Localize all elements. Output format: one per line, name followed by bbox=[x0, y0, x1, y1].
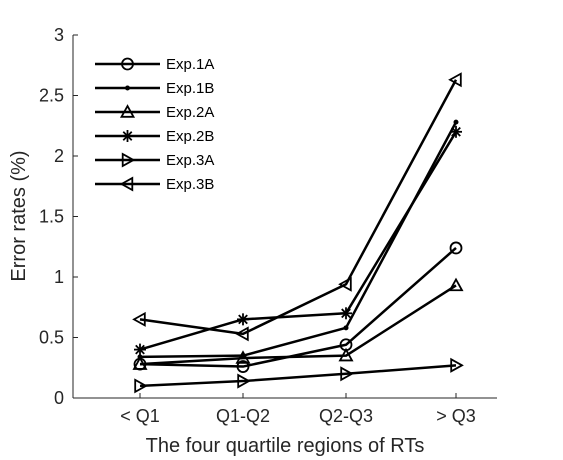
data-point bbox=[235, 326, 249, 342]
legend-marker bbox=[121, 152, 136, 168]
y-tick-label: 1.5 bbox=[39, 207, 64, 227]
data-point bbox=[237, 373, 251, 389]
x-tick-label: Q2-Q3 bbox=[319, 406, 373, 426]
data-point bbox=[340, 307, 352, 320]
legend-entry: Exp.1B bbox=[95, 80, 214, 97]
series-line bbox=[139, 284, 457, 366]
series-group bbox=[132, 72, 464, 394]
legend-entry: Exp.3A bbox=[95, 152, 214, 169]
data-point bbox=[450, 125, 462, 138]
legend-marker bbox=[125, 85, 130, 91]
data-point bbox=[449, 241, 463, 255]
legend: Exp.1A Exp.1B Exp.2A Exp.2B Exp.3A Exp.3B bbox=[95, 56, 214, 193]
y-tick-label: 1 bbox=[54, 267, 64, 287]
legend-label: Exp.3A bbox=[166, 152, 214, 169]
series-line bbox=[139, 79, 458, 336]
data-point bbox=[338, 347, 354, 362]
x-ticks: < Q1 Q1-Q2 Q2-Q3 > Q3 bbox=[120, 393, 476, 426]
series-exp-2b bbox=[134, 125, 462, 356]
legend-label: Exp.2A bbox=[166, 104, 214, 121]
series-line bbox=[139, 131, 458, 351]
data-point bbox=[343, 325, 349, 331]
data-point bbox=[237, 313, 249, 326]
data-point bbox=[134, 378, 148, 394]
y-tick-label: 3 bbox=[54, 25, 64, 45]
legend-label: Exp.2B bbox=[166, 128, 214, 145]
y-tick-label: 0 bbox=[54, 388, 64, 408]
legend-label: Exp.1B bbox=[166, 80, 214, 97]
data-point bbox=[132, 356, 148, 370]
data-point bbox=[236, 360, 250, 373]
data-point bbox=[448, 72, 462, 88]
legend-entry: Exp.3B bbox=[95, 176, 214, 193]
legend-marker bbox=[119, 104, 136, 118]
legend-marker bbox=[121, 57, 134, 71]
data-point bbox=[453, 119, 459, 125]
data-point bbox=[450, 357, 464, 373]
x-tick-label: Q1-Q2 bbox=[216, 406, 270, 426]
data-point bbox=[235, 350, 251, 364]
data-point bbox=[134, 343, 146, 356]
data-point bbox=[338, 276, 352, 292]
x-axis-label: The four quartile regions of RTs bbox=[146, 435, 425, 457]
y-tick-label: 2 bbox=[54, 146, 64, 166]
x-tick-label: > Q3 bbox=[436, 406, 476, 426]
legend-marker bbox=[121, 130, 134, 142]
series-exp-3a bbox=[134, 357, 464, 394]
legend-marker bbox=[119, 176, 134, 192]
data-point bbox=[448, 277, 464, 292]
data-point bbox=[132, 311, 146, 327]
series-line bbox=[139, 121, 458, 359]
legend-entry: Exp.2A bbox=[95, 104, 214, 121]
legend-label: Exp.3B bbox=[166, 176, 214, 193]
y-tick-label: 0.5 bbox=[39, 328, 64, 348]
legend-label: Exp.1A bbox=[166, 56, 214, 73]
legend-entry: Exp.1A bbox=[95, 56, 214, 73]
data-point bbox=[340, 366, 354, 382]
y-axis-label: Error rates (%) bbox=[8, 150, 30, 281]
series-line bbox=[139, 364, 457, 388]
y-ticks: 0 0.5 1 1.5 2 2.5 3 bbox=[39, 25, 78, 408]
y-tick-label: 2.5 bbox=[39, 86, 64, 106]
series-exp-2a bbox=[132, 277, 464, 370]
series-exp-3b bbox=[132, 72, 462, 342]
x-tick-label: < Q1 bbox=[120, 406, 160, 426]
legend-entry: Exp.2B bbox=[95, 128, 214, 145]
